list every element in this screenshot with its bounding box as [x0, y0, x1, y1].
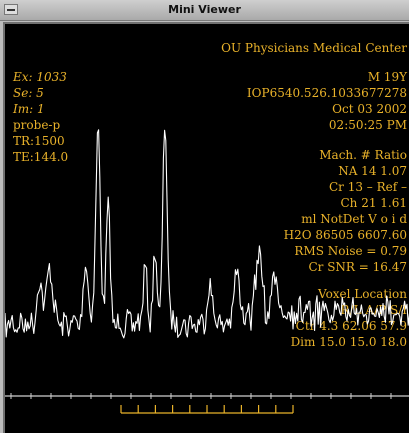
study-date: Oct 03 2002 [332, 102, 407, 116]
voxel-center: Ctr 4.3 62.06 57.9 [295, 319, 407, 333]
metabolite-header: Mach. # Ratio [319, 148, 407, 162]
spectrum-viewport[interactable]: OU Physicians Medical Center Ex: 1033 Se… [3, 22, 409, 433]
voxel-dimensions: Dim 15.0 15.0 18.0 [290, 335, 407, 349]
metabolite-row-cr: Cr 13 – Ref – [328, 180, 407, 194]
te-value: TE:144.0 [13, 150, 69, 164]
title-bar[interactable]: Mini Viewer [0, 0, 409, 21]
ppm-scale [120, 405, 294, 414]
protocol-name: probe-p [13, 118, 61, 132]
metabolite-ml: ml NotDet V o i d [301, 212, 407, 226]
window-menu-icon[interactable] [4, 4, 18, 15]
institution-name: OU Physicians Medical Center [221, 41, 407, 55]
baseline-ticks [10, 393, 392, 399]
series-number: Se: 5 [13, 86, 44, 100]
metabolite-h2o: H2O 86505 6607.60 [283, 228, 407, 242]
exam-number: Ex: 1033 [13, 70, 67, 84]
study-time: 02:50:25 PM [328, 118, 407, 132]
study-uid: IOP6540.526.1033677278 [246, 86, 407, 100]
image-number: Im: 1 [13, 102, 45, 116]
window-title: Mini Viewer [168, 3, 241, 16]
spectrum-plot [5, 129, 409, 414]
metabolite-row-ch: Ch 21 1.61 [340, 196, 407, 210]
cr-snr: Cr SNR = 16.47 [308, 260, 407, 274]
tr-value: TR:1500 [13, 134, 65, 148]
patient-id: M 19Y [367, 70, 407, 84]
voxel-title: Voxel Location [318, 287, 407, 301]
spectrum-trace [5, 129, 409, 339]
metabolite-row-na: NA 14 1.07 [338, 164, 407, 178]
rms-noise: RMS Noise = 0.79 [294, 244, 407, 258]
